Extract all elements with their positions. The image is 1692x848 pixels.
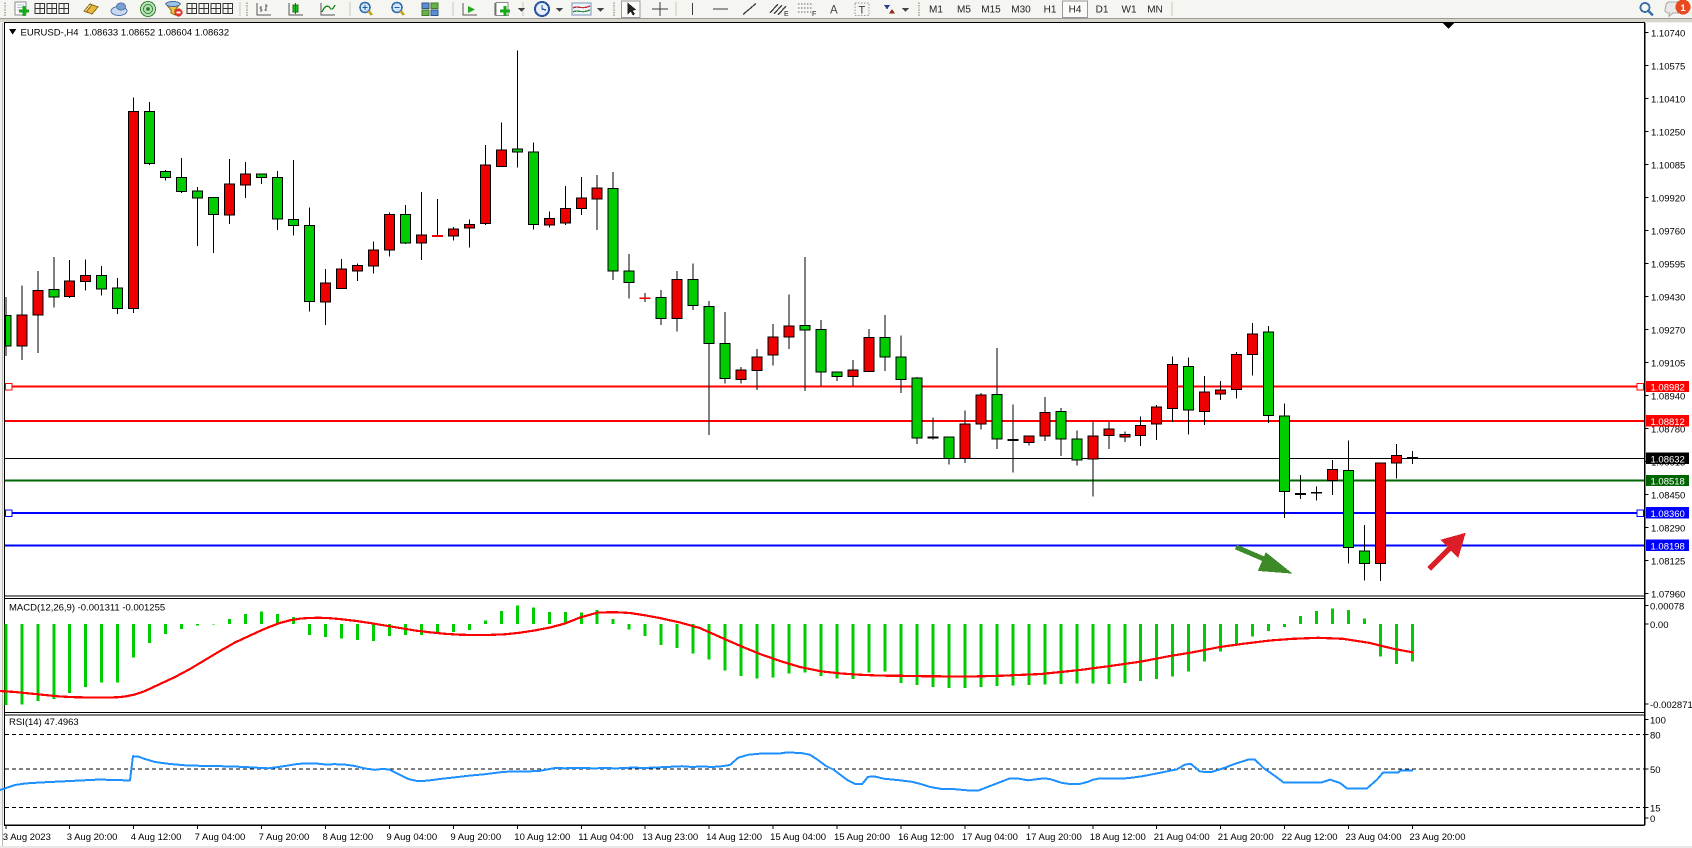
svg-text:4 Aug 12:00: 4 Aug 12:00 xyxy=(131,832,182,843)
svg-text:0.00: 0.00 xyxy=(1650,620,1669,631)
svg-text:1.08982: 1.08982 xyxy=(1651,383,1685,394)
svg-text:0: 0 xyxy=(1650,814,1655,825)
svg-text:T: T xyxy=(859,5,866,17)
svg-text:1.08518: 1.08518 xyxy=(1651,477,1685,488)
svg-text:17 Aug 04:00: 17 Aug 04:00 xyxy=(962,832,1018,843)
svg-text:15 Aug 04:00: 15 Aug 04:00 xyxy=(770,832,826,843)
svg-text:-0.002871: -0.002871 xyxy=(1650,700,1692,711)
svg-text:21 Aug 20:00: 21 Aug 20:00 xyxy=(1218,832,1274,843)
svg-text:RSI(14) 47.4963: RSI(14) 47.4963 xyxy=(9,717,79,728)
svg-text:23 Aug 04:00: 23 Aug 04:00 xyxy=(1346,832,1402,843)
svg-text:E: E xyxy=(784,11,789,18)
svg-text:1.08360: 1.08360 xyxy=(1651,509,1685,520)
svg-text:EURUSD-,H4 1.08633 1.08652 1.: EURUSD-,H4 1.08633 1.08652 1.08604 1.086… xyxy=(21,28,230,39)
svg-text:M1: M1 xyxy=(929,5,943,16)
svg-text:1.08290: 1.08290 xyxy=(1651,524,1685,535)
svg-text:11 Aug 04:00: 11 Aug 04:00 xyxy=(578,832,633,843)
svg-text:80: 80 xyxy=(1650,731,1661,742)
svg-text:M5: M5 xyxy=(957,5,971,16)
svg-text:1.10085: 1.10085 xyxy=(1651,161,1685,172)
svg-text:1.07960: 1.07960 xyxy=(1651,590,1685,601)
svg-text:1.08940: 1.08940 xyxy=(1651,392,1685,403)
svg-text:100: 100 xyxy=(1650,716,1666,727)
svg-text:14 Aug 12:00: 14 Aug 12:00 xyxy=(706,832,762,843)
svg-text:H1: H1 xyxy=(1044,5,1057,16)
svg-text:10 Aug 12:00: 10 Aug 12:00 xyxy=(514,832,570,843)
svg-text:7 Aug 20:00: 7 Aug 20:00 xyxy=(259,832,310,843)
svg-text:1.10410: 1.10410 xyxy=(1651,95,1685,106)
svg-text:A: A xyxy=(830,5,838,17)
svg-text:9 Aug 04:00: 9 Aug 04:00 xyxy=(386,832,437,843)
svg-text:1.10250: 1.10250 xyxy=(1651,128,1685,139)
svg-text:H4: H4 xyxy=(1069,5,1082,16)
svg-text:1.08450: 1.08450 xyxy=(1651,491,1685,502)
svg-text:1.08125: 1.08125 xyxy=(1651,557,1685,568)
svg-text:MACD(12,26,9) -0.001311 -0.001: MACD(12,26,9) -0.001311 -0.001255 xyxy=(9,603,165,614)
svg-text:1.09595: 1.09595 xyxy=(1651,260,1685,271)
svg-text:W1: W1 xyxy=(1122,5,1137,16)
svg-text:1: 1 xyxy=(1680,3,1686,14)
svg-text:13 Aug 23:00: 13 Aug 23:00 xyxy=(642,832,698,843)
svg-text:3 Aug 2023: 3 Aug 2023 xyxy=(3,832,51,843)
svg-text:50: 50 xyxy=(1650,765,1661,776)
svg-text:9 Aug 20:00: 9 Aug 20:00 xyxy=(450,832,501,843)
svg-text:D1: D1 xyxy=(1096,5,1109,16)
svg-text:1.10740: 1.10740 xyxy=(1651,29,1685,40)
svg-text:1.08780: 1.08780 xyxy=(1651,425,1685,436)
svg-text:1.09920: 1.09920 xyxy=(1651,194,1685,205)
svg-text:MN: MN xyxy=(1147,5,1163,16)
svg-text:1.09430: 1.09430 xyxy=(1651,293,1685,304)
svg-text:15: 15 xyxy=(1650,804,1661,815)
svg-text:1.10575: 1.10575 xyxy=(1651,62,1685,73)
svg-text:3 Aug 20:00: 3 Aug 20:00 xyxy=(67,832,118,843)
svg-text:M15: M15 xyxy=(981,5,1001,16)
svg-text:21 Aug 04:00: 21 Aug 04:00 xyxy=(1154,832,1210,843)
svg-text:1.08198: 1.08198 xyxy=(1651,541,1685,552)
svg-text:17 Aug 20:00: 17 Aug 20:00 xyxy=(1026,832,1082,843)
svg-text:18 Aug 12:00: 18 Aug 12:00 xyxy=(1090,832,1146,843)
svg-text:7 Aug 04:00: 7 Aug 04:00 xyxy=(195,832,246,843)
svg-text:8 Aug 12:00: 8 Aug 12:00 xyxy=(323,832,374,843)
svg-text:15 Aug 20:00: 15 Aug 20:00 xyxy=(834,832,890,843)
svg-text:1.09270: 1.09270 xyxy=(1651,326,1685,337)
svg-text:1.08812: 1.08812 xyxy=(1651,417,1685,428)
svg-text:1.09105: 1.09105 xyxy=(1651,359,1685,370)
svg-text:F: F xyxy=(812,11,816,18)
svg-text:1.09760: 1.09760 xyxy=(1651,227,1685,238)
svg-text:23 Aug 20:00: 23 Aug 20:00 xyxy=(1410,832,1466,843)
svg-text:0.00078: 0.00078 xyxy=(1650,602,1684,613)
svg-text:22 Aug 12:00: 22 Aug 12:00 xyxy=(1282,832,1338,843)
svg-text:M30: M30 xyxy=(1011,5,1031,16)
svg-text:1.08632: 1.08632 xyxy=(1651,454,1685,465)
svg-text:16 Aug 12:00: 16 Aug 12:00 xyxy=(898,832,954,843)
